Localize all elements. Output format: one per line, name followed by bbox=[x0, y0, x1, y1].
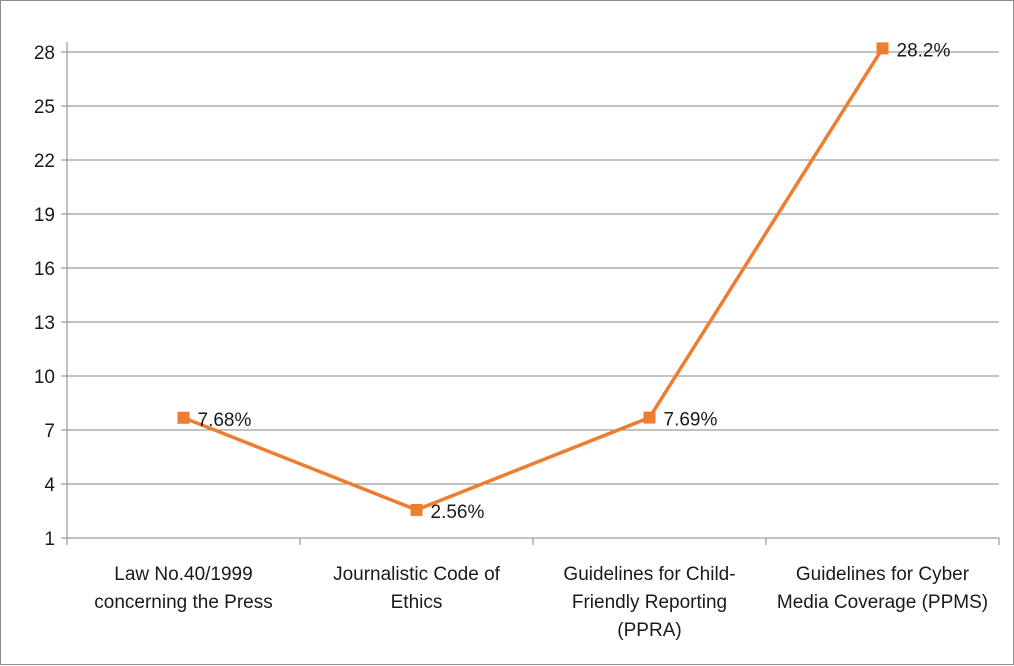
gridlines bbox=[67, 51, 999, 485]
y-tick-label: 4 bbox=[44, 475, 55, 496]
series bbox=[177, 42, 889, 516]
data-labels: 7.68% 2.56% 7.69% 28.2% bbox=[198, 40, 951, 523]
y-tick-label: 13 bbox=[34, 313, 55, 334]
y-tick-label: 19 bbox=[34, 205, 55, 226]
y-tick-label: 28 bbox=[34, 43, 55, 64]
y-tick-label: 25 bbox=[34, 97, 55, 118]
data-point-marker bbox=[876, 42, 889, 55]
x-category-label: Guidelines for Cyber Media Coverage (PPMS… bbox=[777, 564, 988, 613]
y-tick-label: 16 bbox=[34, 259, 55, 280]
y-tick-label: 22 bbox=[34, 151, 55, 172]
data-label: 28.2% bbox=[897, 40, 951, 61]
data-label: 7.69% bbox=[664, 410, 718, 431]
y-tick-label: 7 bbox=[44, 421, 55, 442]
data-point-marker bbox=[177, 411, 190, 424]
data-point-marker bbox=[410, 503, 423, 516]
data-point-marker bbox=[643, 411, 656, 424]
x-axis-category-labels: Law No.40/1999 concerning the Press Journa… bbox=[94, 564, 988, 641]
x-category-label: Law No.40/1999 concerning the Press bbox=[94, 564, 273, 613]
series-line bbox=[182, 47, 884, 512]
x-category-label: Journalistic Code of Ethics bbox=[333, 564, 501, 613]
data-label: 7.68% bbox=[198, 410, 252, 431]
data-label: 2.56% bbox=[431, 502, 485, 523]
axes bbox=[61, 42, 1000, 545]
x-category-label: Guidelines for Child-Friendly Reporting(… bbox=[563, 564, 735, 641]
y-axis-tick-labels: 1 4 7 10 13 16 19 22 25 28 bbox=[34, 43, 56, 550]
y-tick-label: 10 bbox=[34, 367, 55, 388]
y-tick-label: 1 bbox=[44, 529, 55, 550]
